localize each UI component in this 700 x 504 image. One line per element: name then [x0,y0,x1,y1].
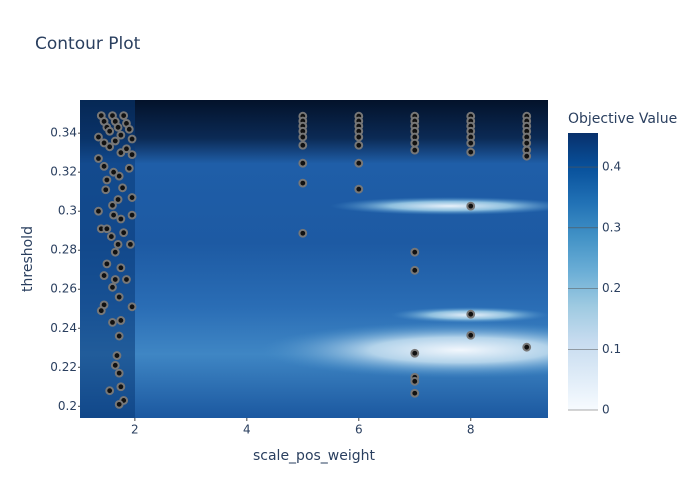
colorbar-title: Objective Value [568,111,677,127]
trial-point [119,111,129,121]
trial-point [114,292,124,302]
trial-point [94,154,103,163]
trial-point [102,175,112,185]
x-tick-label: 8 [467,423,475,437]
colorbar-tick-label: 0.2 [602,281,621,295]
trial-point [109,167,118,177]
trial-point [114,171,124,181]
trial-point [102,259,112,269]
colorbar-tick-label: 0.1 [602,342,621,356]
trial-point [522,151,532,161]
x-axis-title: scale_pos_weight [253,448,376,464]
trial-point [116,148,126,158]
trial-point [466,330,476,340]
trial-point [96,306,106,316]
trial-point [410,145,420,155]
trial-point [124,163,134,173]
colorbar [568,133,598,410]
y-tick-label: 0.34 [50,126,77,140]
trial-point [94,206,103,216]
trial-point [298,140,308,150]
trial-point [94,132,103,142]
trial-point [127,134,137,144]
trial-point [354,132,364,142]
trial-point [354,184,364,194]
trial-point [105,126,115,136]
x-tick-label: 2 [131,423,139,437]
trial-point [108,318,117,327]
trial-point [112,351,122,360]
y-tick-label: 0.26 [50,282,77,296]
trial-point [113,122,123,132]
colorbar-tick-label: 0.4 [602,160,621,174]
trial-point [410,265,420,275]
x-tick-label: 4 [243,423,251,437]
trial-point [109,210,118,220]
trial-point [101,185,111,195]
trial-point [410,348,420,358]
x-tick-label: 6 [355,423,363,437]
trial-point [110,275,120,284]
trial-point [354,140,364,150]
trial-point [114,368,124,378]
y-tick-label: 0.22 [50,360,77,374]
trial-point [116,130,126,140]
trial-point [110,360,120,370]
y-tick-label: 0.3 [58,204,77,218]
trial-point [110,247,120,257]
trial-point [116,214,126,224]
trial-point [122,144,131,154]
trial-point [466,309,476,319]
trial-point [298,178,308,188]
colorbar-tick-label: 0.3 [602,220,621,234]
trial-point [99,271,109,280]
trial-point [108,282,117,292]
trial-point [108,200,117,210]
trial-point [298,228,308,238]
trial-point [466,138,476,148]
trial-point [116,382,126,392]
trial-point [116,263,126,273]
trial-point [102,224,112,234]
trial-point [124,124,134,134]
chart-title: Contour Plot [35,34,141,54]
trial-point [114,331,124,341]
trial-point [113,195,123,204]
trial-point [105,142,115,152]
y-axis-title: threshold [20,226,36,292]
trial-point [410,388,420,398]
trial-point [119,228,129,238]
trial-point [410,138,420,148]
y-tick-label: 0.2 [58,399,77,413]
trial-point [298,158,308,168]
colorbar-tick-label: 0 [602,403,610,417]
trial-point [410,247,420,257]
trial-point [127,150,137,160]
y-tick-label: 0.24 [50,321,77,335]
trial-point [116,316,126,325]
trial-point [113,239,123,249]
trial-point [125,239,135,249]
trial-point [410,376,420,386]
trial-point [522,138,532,148]
trial-point [105,386,115,396]
trial-point [354,158,364,168]
trial-point [122,275,131,284]
trial-point [118,183,127,193]
y-tick-label: 0.28 [50,243,77,257]
trial-point [99,161,109,171]
trial-point [522,342,532,352]
trial-point [466,201,476,211]
trial-point [298,132,308,142]
trial-point [127,193,137,202]
trial-point [110,136,120,146]
trial-point [127,210,137,220]
trial-point [114,399,124,409]
trial-point [466,147,476,157]
trial-point [127,302,137,312]
trial-point [99,138,109,148]
trial-point [106,232,116,241]
y-tick-label: 0.32 [50,165,77,179]
